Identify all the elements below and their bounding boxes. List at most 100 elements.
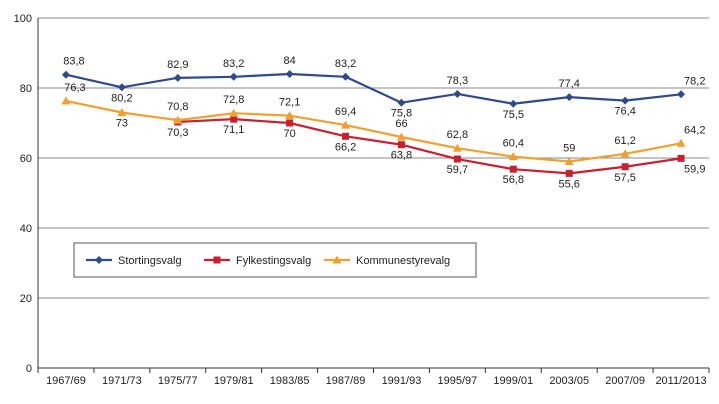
legend-marker [332,255,342,264]
y-tick-label: 0 [26,363,32,375]
series-line [65,72,682,105]
data-label: 84 [284,55,296,67]
data-label: 70,8 [167,101,188,113]
data-label: 64,2 [684,124,705,136]
data-label: 76,4 [614,106,635,118]
series-kommunestyrevalg [61,96,686,165]
data-label: 72,1 [279,97,300,109]
data-point [565,93,574,102]
data-point [397,98,406,107]
y-tick-label: 20 [20,293,32,305]
x-tick-label: 1999/01 [493,375,533,387]
legend-label: Kommunestyrevalg [356,255,450,267]
data-point [230,115,238,123]
data-label: 80,2 [111,92,132,104]
data-label: 69,4 [335,106,356,118]
y-tick-label: 80 [20,83,32,95]
data-label: 57,5 [614,172,635,184]
legend: Stortingsvalg Fylkestingsvalg Kommunestyre… [73,242,477,278]
axes [37,18,709,369]
data-point [452,143,462,152]
data-point [453,89,462,98]
legend-box [73,242,477,278]
data-label: 76,3 [64,82,85,94]
x-tick-label: 1987/89 [326,375,366,387]
data-label: 59 [563,143,575,155]
data-point [676,138,686,147]
x-tick-label: 1983/85 [270,375,310,387]
y-tick-label: 40 [20,223,32,235]
data-label: 83,2 [335,58,356,70]
x-tick-label: 1991/93 [382,375,422,387]
series-group [61,70,686,177]
x-tick-label: 2003/05 [549,375,589,387]
data-label: 59,7 [447,164,468,176]
data-label: 77,4 [558,78,579,90]
data-label: 75,5 [503,109,524,121]
x-tick-label: 1979/81 [214,375,254,387]
data-label: 66,2 [335,141,356,153]
x-axis-ticks: 1967/69 1971/73 1975/77 1979/81 1983/85 1987/… [37,368,710,387]
data-label: 60,4 [503,138,524,150]
data-label: 78,3 [447,75,468,87]
data-point [341,120,351,129]
data-point [342,132,350,140]
x-tick-label: 1995/97 [437,375,477,387]
series-fylkestingsvalg [174,115,685,177]
legend-marker [95,256,103,264]
data-label: 63,8 [391,150,412,162]
legend-entry: Stortingsvalg [86,255,182,267]
data-label: 78,2 [684,75,705,87]
data-label: 72,8 [223,94,244,106]
data-point [620,149,630,158]
data-label: 83,8 [63,56,84,68]
y-tick-label: 100 [14,13,32,25]
legend-label: Fylkestingsvalg [236,255,311,267]
data-label: 59,9 [684,163,705,175]
data-point [341,72,350,81]
data-label: 75,8 [391,108,412,120]
data-labels-group: 83,8 80,2 82,9 83,2 84 83,2 75,8 78,3 75,5 77,4 76… [63,55,705,190]
data-label: 70 [284,128,296,140]
series-stortingsvalg [61,70,686,108]
series-line [177,118,682,175]
data-point [509,165,517,173]
y-tick-label: 60 [20,153,32,165]
data-point [396,132,406,141]
data-point [677,154,685,162]
data-point [508,152,518,161]
x-tick-label: 1971/73 [102,375,142,387]
data-point [397,141,405,149]
data-point [61,70,70,79]
data-point [285,111,295,120]
data-point [286,119,294,127]
data-label: 71,1 [223,124,244,136]
x-tick-label: 2007/09 [605,375,645,387]
data-point [621,96,630,105]
data-point [565,169,573,177]
data-point [677,90,686,99]
gridlines [38,17,709,299]
data-point [61,96,71,105]
legend-marker [213,256,221,264]
data-point [564,157,574,165]
y-axis-ticks: 0 20 40 60 80 100 [14,13,32,375]
data-point [285,70,294,78]
data-point [173,115,183,124]
data-point [509,99,518,108]
data-point [117,108,127,116]
legend-label: Stortingsvalg [118,255,182,267]
data-label: 83,2 [223,58,244,70]
data-label: 70,3 [167,127,188,139]
legend-entry: Kommunestyrevalg [324,255,450,267]
data-label: 61,2 [614,135,635,147]
data-point [117,83,126,92]
data-point [229,108,239,117]
data-label: 62,8 [447,129,468,141]
data-label: 82,9 [167,59,188,71]
series-line [65,99,682,163]
x-tick-label: 1975/77 [158,375,198,387]
data-label: 56,8 [503,174,524,186]
data-label: 73 [116,118,128,130]
